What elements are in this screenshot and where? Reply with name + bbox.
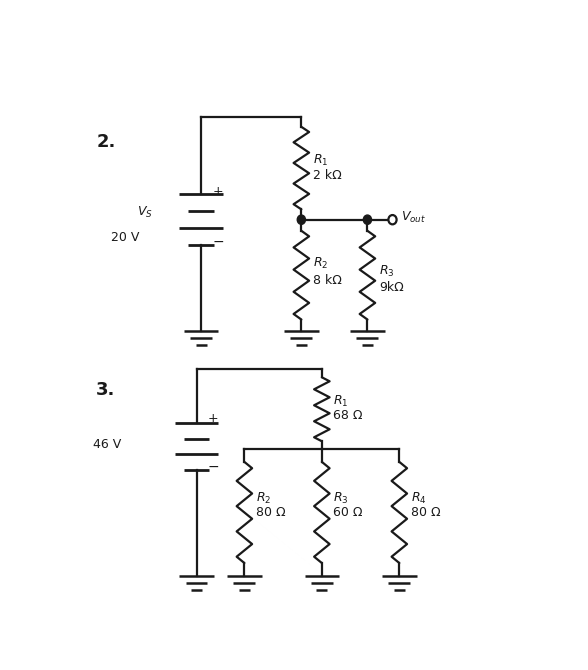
Text: −: − — [208, 460, 219, 474]
Text: $R_4$: $R_4$ — [410, 490, 426, 506]
Text: 80 Ω: 80 Ω — [410, 507, 440, 519]
Text: 3.: 3. — [96, 381, 116, 399]
Text: +: + — [212, 185, 223, 198]
Text: 8 kΩ: 8 kΩ — [313, 273, 342, 287]
Text: $V_S$: $V_S$ — [138, 204, 153, 220]
Text: $V_{out}$: $V_{out}$ — [400, 210, 426, 224]
Text: 46 V: 46 V — [93, 438, 121, 451]
Text: −: − — [212, 234, 224, 249]
Text: 2.: 2. — [96, 133, 116, 151]
Text: $R_1$: $R_1$ — [333, 394, 349, 409]
Circle shape — [363, 215, 372, 224]
Text: 2 kΩ: 2 kΩ — [313, 170, 342, 182]
Text: 68 Ω: 68 Ω — [333, 409, 363, 422]
Text: 80 Ω: 80 Ω — [256, 507, 285, 519]
Text: $R_2$: $R_2$ — [256, 490, 271, 506]
Text: 9kΩ: 9kΩ — [379, 281, 403, 294]
Circle shape — [298, 215, 305, 224]
Text: +: + — [208, 412, 219, 425]
Text: 60 Ω: 60 Ω — [333, 507, 363, 519]
Circle shape — [389, 215, 396, 224]
Text: $R_3$: $R_3$ — [333, 490, 349, 506]
Text: $R_3$: $R_3$ — [379, 264, 395, 279]
Text: $R_2$: $R_2$ — [313, 256, 328, 271]
Text: $R_1$: $R_1$ — [313, 153, 328, 168]
Text: 20 V: 20 V — [111, 231, 139, 245]
